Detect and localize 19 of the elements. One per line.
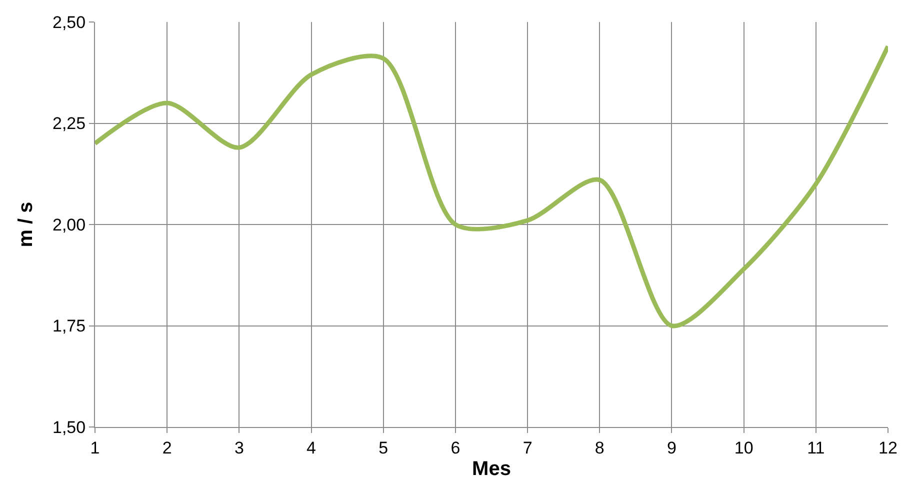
x-tick-label: 4 [306, 438, 316, 458]
x-axis-title: Mes [472, 458, 511, 480]
y-tick-label: 2,25 [52, 114, 86, 134]
x-tick-label: 9 [666, 438, 676, 458]
x-tick-label: 10 [734, 438, 754, 458]
x-tick-label: 8 [594, 438, 604, 458]
x-tick-label: 11 [807, 438, 825, 458]
y-tick-label: 1,50 [52, 418, 86, 437]
x-tick-label: 6 [450, 438, 460, 458]
x-tick-label: 7 [522, 438, 532, 458]
y-tick-label: 2,50 [52, 12, 86, 32]
y-tick-label: 2,00 [52, 215, 86, 234]
x-tick-label: 12 [878, 438, 898, 458]
y-tick-label: 1,75 [52, 316, 86, 336]
x-tick-label: 3 [234, 438, 244, 458]
x-tick-label: 1 [90, 438, 100, 458]
x-tick-label: 5 [378, 438, 388, 458]
x-tick-label: 2 [162, 438, 172, 458]
y-axis-title: m / s [15, 202, 38, 248]
